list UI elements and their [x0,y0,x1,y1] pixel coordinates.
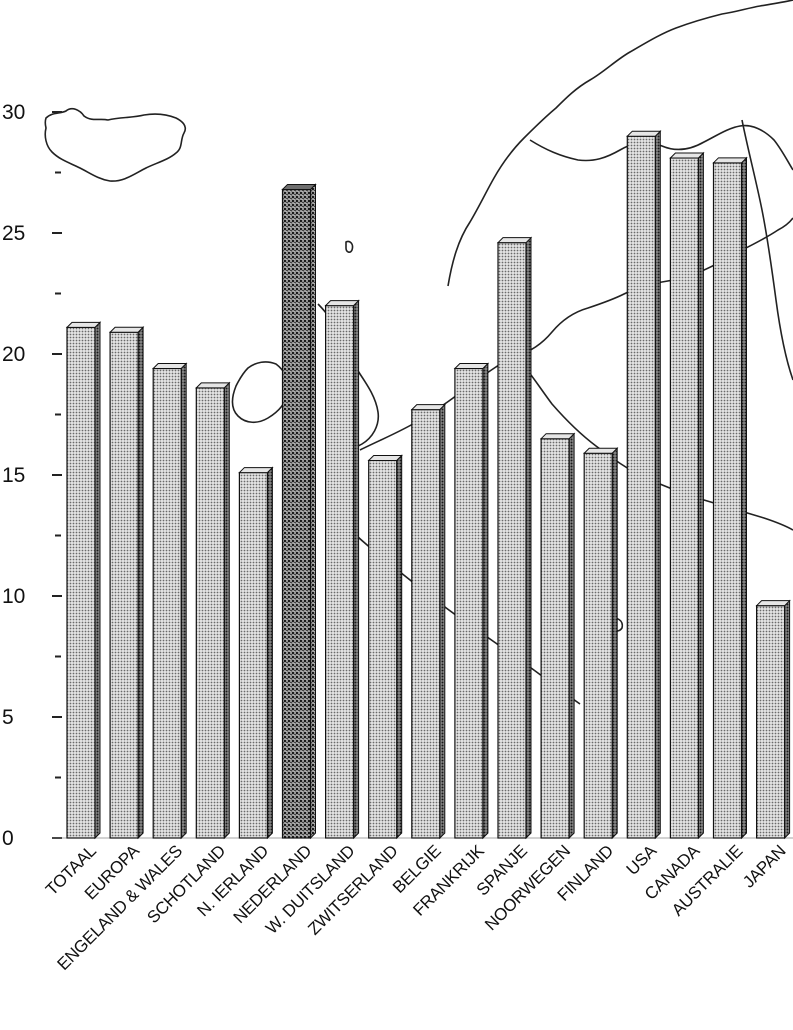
bar [539,432,576,840]
bar-side [266,466,273,840]
map-island-a [345,240,354,253]
bar [453,362,490,840]
bar-top [65,321,102,328]
bar-top [755,600,791,607]
y-tick-label: 25 [2,222,25,245]
bar [238,466,274,840]
bar-side [697,151,704,840]
bar-side [396,454,403,840]
bar-side [525,236,532,840]
bar-face [583,452,613,839]
bar [755,599,791,840]
bar-face [325,305,355,839]
bar-top [410,404,447,411]
bar [151,362,188,840]
bar-top [195,382,231,389]
bar [669,151,705,840]
bar [108,326,145,840]
bars-group [65,129,791,840]
bar-top [496,237,533,244]
bar-side [180,362,187,840]
y-tick-label: 20 [2,343,25,366]
bar-face [368,459,398,839]
bar-top [281,183,317,190]
map-sweden-finland [529,124,793,171]
bar [367,454,403,840]
y-tick-label: 0 [2,827,14,850]
bar-top [108,326,145,333]
bar-top [669,152,705,159]
bar [496,236,533,840]
bar-face [497,242,527,839]
category-label: USA [623,841,661,879]
bar-top [539,433,576,440]
bar-face [109,331,139,839]
bar-side [439,403,446,840]
bar-face [669,157,700,839]
bar-side [741,156,747,840]
bar-face [712,162,743,839]
bar-side [611,447,618,840]
map-scandinavia [447,0,793,287]
bar-top [324,300,360,307]
bar-top [582,447,619,454]
bar-top [453,363,490,370]
category-label: JAPAN [739,841,789,891]
bar-face [540,438,570,839]
bar-side [310,183,316,840]
bar-side [784,599,791,840]
bar-face [411,409,441,839]
bar-top [626,130,662,137]
y-tick-label: 30 [2,101,25,124]
bar-face [195,387,225,839]
bar [410,403,447,840]
bar-side [482,362,489,840]
bar [324,299,360,840]
bar-face [755,605,786,839]
bar-side [654,129,661,840]
bar-side [568,432,575,840]
bar-side [137,326,144,840]
bar-face [152,367,182,839]
bar-top [367,454,403,461]
bar [65,321,102,840]
bar-side [353,299,360,840]
bar-top [238,467,274,474]
y-tick-label: 5 [2,706,14,729]
bar [626,129,662,840]
bar-side [94,321,101,840]
bar-face [281,188,312,839]
bar [582,447,619,840]
bar [195,381,231,840]
bar-face [238,471,268,839]
y-tick-label: 15 [2,464,25,487]
bar-face [454,367,484,839]
map-ireland [231,361,290,424]
y-tick-label: 10 [2,585,25,608]
bar-side [223,381,230,840]
bar-top [151,363,188,370]
bar [712,156,748,840]
map-iceland [44,108,187,182]
map-finland-east [741,119,793,381]
bar-top [712,157,748,164]
bar-face [626,135,656,839]
bar [281,183,317,840]
bar-face [66,326,96,839]
